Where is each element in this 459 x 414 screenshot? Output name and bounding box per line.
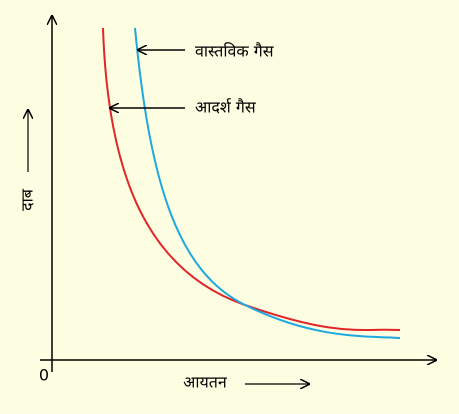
y-axis-label: दाब [18, 188, 37, 211]
x-axis-label: आयतन [183, 373, 228, 392]
ideal-gas-curve [102, 27, 401, 331]
ideal-gas-label: आदर्श गैस [195, 98, 257, 117]
real-gas-label: वास्तविक गैस [195, 42, 275, 61]
origin-label: 0 [39, 366, 49, 385]
real-gas-curve [134, 27, 401, 339]
